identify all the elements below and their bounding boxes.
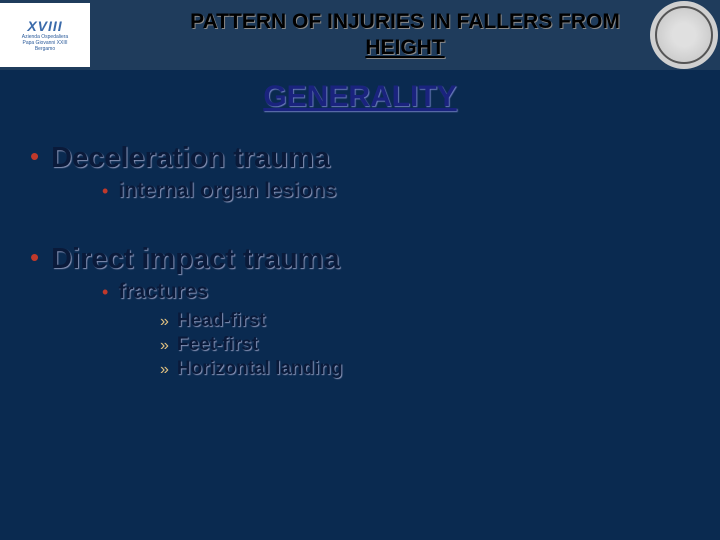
logo-left: XVIII Azienda Ospedaliera Papa Giovanni …: [0, 3, 90, 67]
bullet-dot-icon: •: [102, 182, 108, 200]
bullet-l2-text: fractures: [118, 280, 208, 304]
bullet-level2: • internal organ lesions: [102, 179, 690, 203]
bullet-level3: » Head-first: [160, 310, 690, 332]
bullet-level1: • Deceleration trauma: [30, 142, 690, 175]
bullet-level3: » Horizontal landing: [160, 358, 690, 380]
title-line1: PATTERN OF INJURIES IN FALLERS FROM: [190, 10, 620, 33]
spacer: [30, 209, 690, 243]
chevron-icon: »: [160, 313, 169, 331]
logo-left-roman: XVIII: [27, 18, 62, 35]
logo-left-line3: Bergamo: [35, 46, 55, 52]
header-bar: XVIII Azienda Ospedaliera Papa Giovanni …: [0, 0, 720, 70]
bullet-l1-text: Deceleration trauma: [51, 142, 330, 175]
bullet-dot-icon: •: [30, 244, 39, 270]
bullet-l3-text: Feet-first: [177, 334, 258, 356]
bullet-level2: • fractures: [102, 280, 690, 304]
bullet-level3: » Feet-first: [160, 334, 690, 356]
chevron-icon: »: [160, 361, 169, 379]
seal-icon: [655, 6, 713, 64]
bullet-l3-text: Horizontal landing: [177, 358, 343, 380]
bullet-l2-text: internal organ lesions: [118, 179, 336, 203]
bullet-l1-text: Direct impact trauma: [51, 243, 340, 276]
content-area: • Deceleration trauma • internal organ l…: [0, 114, 720, 380]
logo-right: [650, 1, 718, 69]
chevron-icon: »: [160, 337, 169, 355]
bullet-dot-icon: •: [102, 283, 108, 301]
title-line2: HEIGHT: [365, 36, 444, 59]
bullet-level1: • Direct impact trauma: [30, 243, 690, 276]
slide-subtitle: GENERALITY: [0, 80, 720, 114]
slide-title: PATTERN OF INJURIES IN FALLERS FROM HEIG…: [90, 9, 720, 62]
bullet-l3-text: Head-first: [177, 310, 266, 332]
bullet-dot-icon: •: [30, 143, 39, 169]
